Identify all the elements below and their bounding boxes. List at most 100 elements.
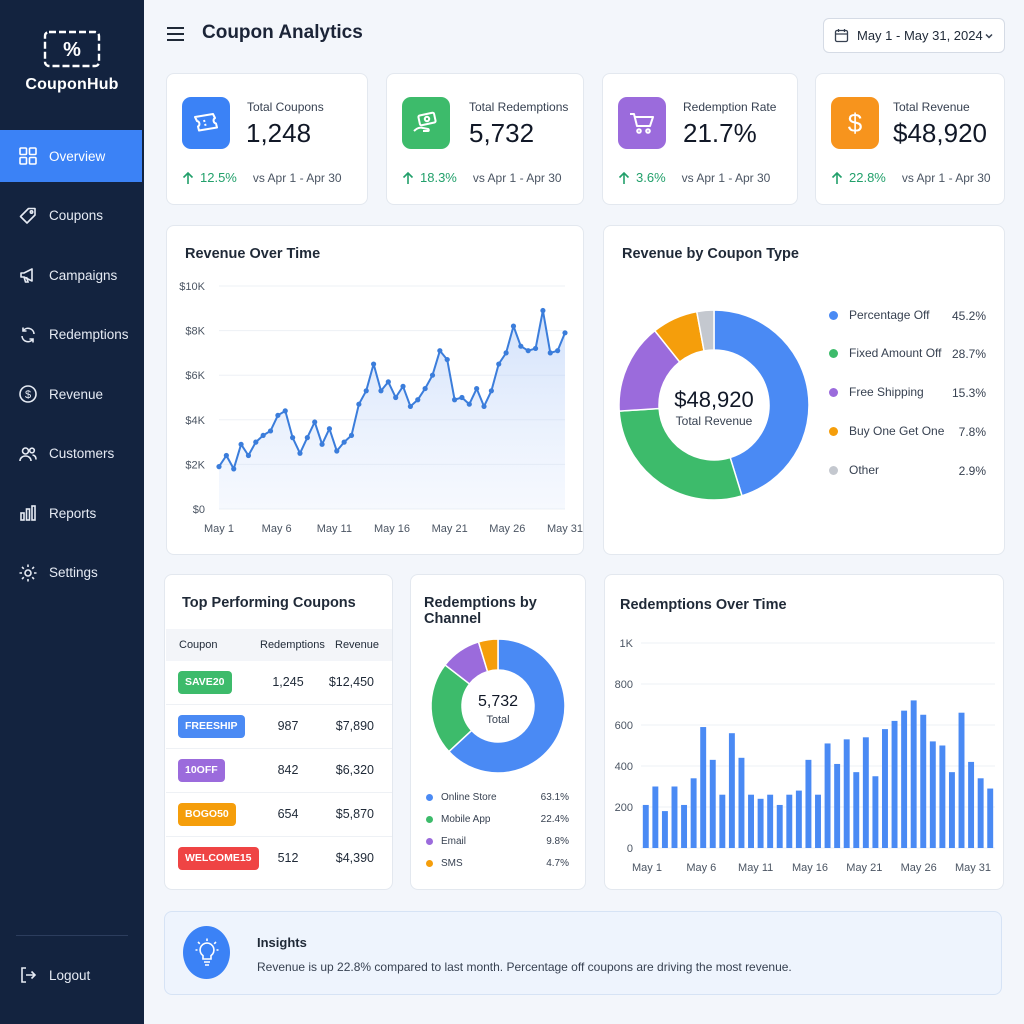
brand[interactable]: % CouponHub [0, 30, 144, 94]
arrow-up-icon [402, 171, 414, 184]
data-point [223, 452, 229, 459]
table-row[interactable]: BOGO50 654 $5,870 [166, 793, 392, 837]
y-tick-label: 200 [615, 802, 633, 814]
table-row[interactable]: SAVE20 1,245 $12,450 [166, 661, 392, 705]
sidebar-item-overview[interactable]: Overview [0, 130, 142, 182]
coupon-code-badge[interactable]: SAVE20 [178, 671, 232, 694]
revenue-cell: $4,390 [335, 851, 374, 865]
coupon-code-badge[interactable]: WELCOME15 [178, 847, 259, 870]
column-header-revenue: Revenue [335, 639, 380, 651]
kpi-change: 22.8% vs Apr 1 - Apr 30 [831, 170, 991, 185]
redemptions-over-time-card: Redemptions Over Time 0 200 400 600 800 1K May… [604, 574, 1004, 890]
grid-icon [19, 147, 37, 165]
sidebar-item-redemptions[interactable]: Redemptions [0, 309, 144, 361]
bar [939, 745, 946, 848]
x-tick-label: May 6 [262, 523, 292, 535]
data-point [525, 348, 531, 354]
kpi-change: 18.3% vs Apr 1 - Apr 30 [402, 170, 562, 185]
kpi-change-value: 18.3% [420, 170, 457, 185]
data-point [474, 385, 480, 392]
sidebar-item-revenue[interactable]: $ Revenue [0, 368, 144, 420]
legend-label: Free Shipping [849, 385, 924, 399]
table-row[interactable]: WELCOME15 512 $4,390 [166, 837, 392, 881]
data-point [503, 350, 509, 356]
svg-text:$: $ [848, 108, 863, 138]
date-range-picker[interactable]: May 1 - May 31, 2024 [823, 18, 1005, 53]
legend-value: 22.4% [540, 814, 569, 825]
legend-value: 63.1% [540, 792, 569, 803]
sidebar-item-coupons[interactable]: Coupons [0, 190, 144, 242]
redemptions-bar-chart[interactable]: 0 200 400 600 800 1K May 1 May 6 May 11 May 16 May… [605, 575, 1005, 891]
logout-button[interactable]: Logout [0, 958, 144, 992]
data-point [451, 397, 458, 403]
data-point [547, 350, 553, 356]
coupon-code-badge[interactable]: 10OFF [178, 759, 225, 782]
y-tick-label: $8K [185, 326, 205, 338]
data-point [245, 452, 252, 459]
kpi-label: Redemption Rate [683, 100, 777, 114]
table-row[interactable]: FREESHIP 987 $7,890 [166, 705, 392, 749]
table-row[interactable]: 10OFF 842 $6,320 [166, 749, 392, 793]
bar [652, 786, 659, 848]
revenue-line-chart[interactable]: $0 $2K $4K $6K $8K $10K May 1 May 6 May 11 May 16… [167, 226, 585, 556]
bar [862, 737, 869, 848]
kpi-card-redemption-rate[interactable]: Redemption Rate 21.7% 3.6% vs Apr 1 - Ap… [602, 73, 798, 205]
money-hand-icon [402, 97, 450, 149]
bar [968, 761, 975, 848]
kpi-card-total-revenue[interactable]: $ Total Revenue $48,920 22.8% vs Apr 1 -… [815, 73, 1005, 205]
svg-text:%: % [63, 39, 81, 61]
x-tick-label: May 21 [432, 523, 468, 535]
legend-item-free-shipping: Free Shipping [829, 385, 924, 399]
sidebar-item-campaigns[interactable]: Campaigns [0, 249, 144, 301]
legend-label: SMS [441, 858, 463, 869]
bar [843, 739, 850, 848]
hamburger-menu-icon[interactable] [166, 25, 186, 43]
data-point [407, 403, 414, 410]
bar [901, 710, 908, 848]
data-point [341, 439, 347, 445]
kpi-card-total-redemptions[interactable]: Total Redemptions 5,732 18.3% vs Apr 1 -… [386, 73, 584, 205]
bar [910, 700, 917, 848]
legend-dot [829, 348, 838, 358]
logout-icon [21, 967, 37, 983]
bar [786, 794, 793, 848]
card-title: Redemptions by Channel [424, 595, 537, 627]
sidebar-item-settings[interactable]: Settings [0, 547, 144, 599]
data-point [510, 323, 517, 329]
kpi-value: $48,920 [893, 118, 987, 148]
kpi-change: 12.5% vs Apr 1 - Apr 30 [182, 170, 342, 185]
data-point [238, 441, 244, 447]
sidebar-item-customers[interactable]: Customers [0, 428, 144, 480]
legend-item-online-store: Online Store [426, 792, 497, 803]
y-tick-label: $6K [185, 370, 205, 382]
kpi-label: Total Redemptions [469, 100, 569, 114]
card-title: Top Performing Coupons [182, 595, 356, 611]
bar [987, 788, 994, 848]
coupon-code-badge[interactable]: FREESHIP [178, 715, 245, 738]
bar [977, 778, 984, 848]
y-tick-label: $0 [193, 504, 205, 516]
redemptions-by-channel-donut[interactable]: 5,732 Total [411, 625, 587, 775]
kpi-card-total-coupons[interactable]: Total Coupons 1,248 12.5% vs Apr 1 - Apr… [166, 73, 368, 205]
x-tick-label: May 31 [955, 862, 991, 874]
data-point [267, 428, 274, 434]
kpi-label: Total Revenue [893, 100, 970, 114]
data-point [481, 403, 487, 410]
data-point [334, 448, 340, 454]
redemptions-by-channel-card: Redemptions by Channel 5,732 Total Online… [410, 574, 586, 890]
card-title: Revenue by Coupon Type [622, 246, 799, 262]
calendar-icon [834, 29, 849, 43]
x-tick-label: May 1 [632, 862, 662, 874]
coupon-code-badge[interactable]: BOGO50 [178, 803, 236, 826]
bar [834, 763, 841, 848]
users-icon [19, 446, 37, 461]
donut-center-value: $48,920 [674, 387, 754, 412]
y-tick-label: $4K [185, 415, 205, 427]
legend-item-percentage-off: Percentage Off [829, 308, 930, 322]
sidebar-item-reports[interactable]: Reports [0, 487, 144, 539]
legend-value: 9.8% [546, 836, 569, 847]
y-tick-label: 600 [615, 720, 633, 732]
revenue-by-type-donut[interactable]: $48,920 Total Revenue [604, 276, 834, 526]
bar [700, 727, 707, 848]
brand-name: CouponHub [25, 76, 119, 93]
